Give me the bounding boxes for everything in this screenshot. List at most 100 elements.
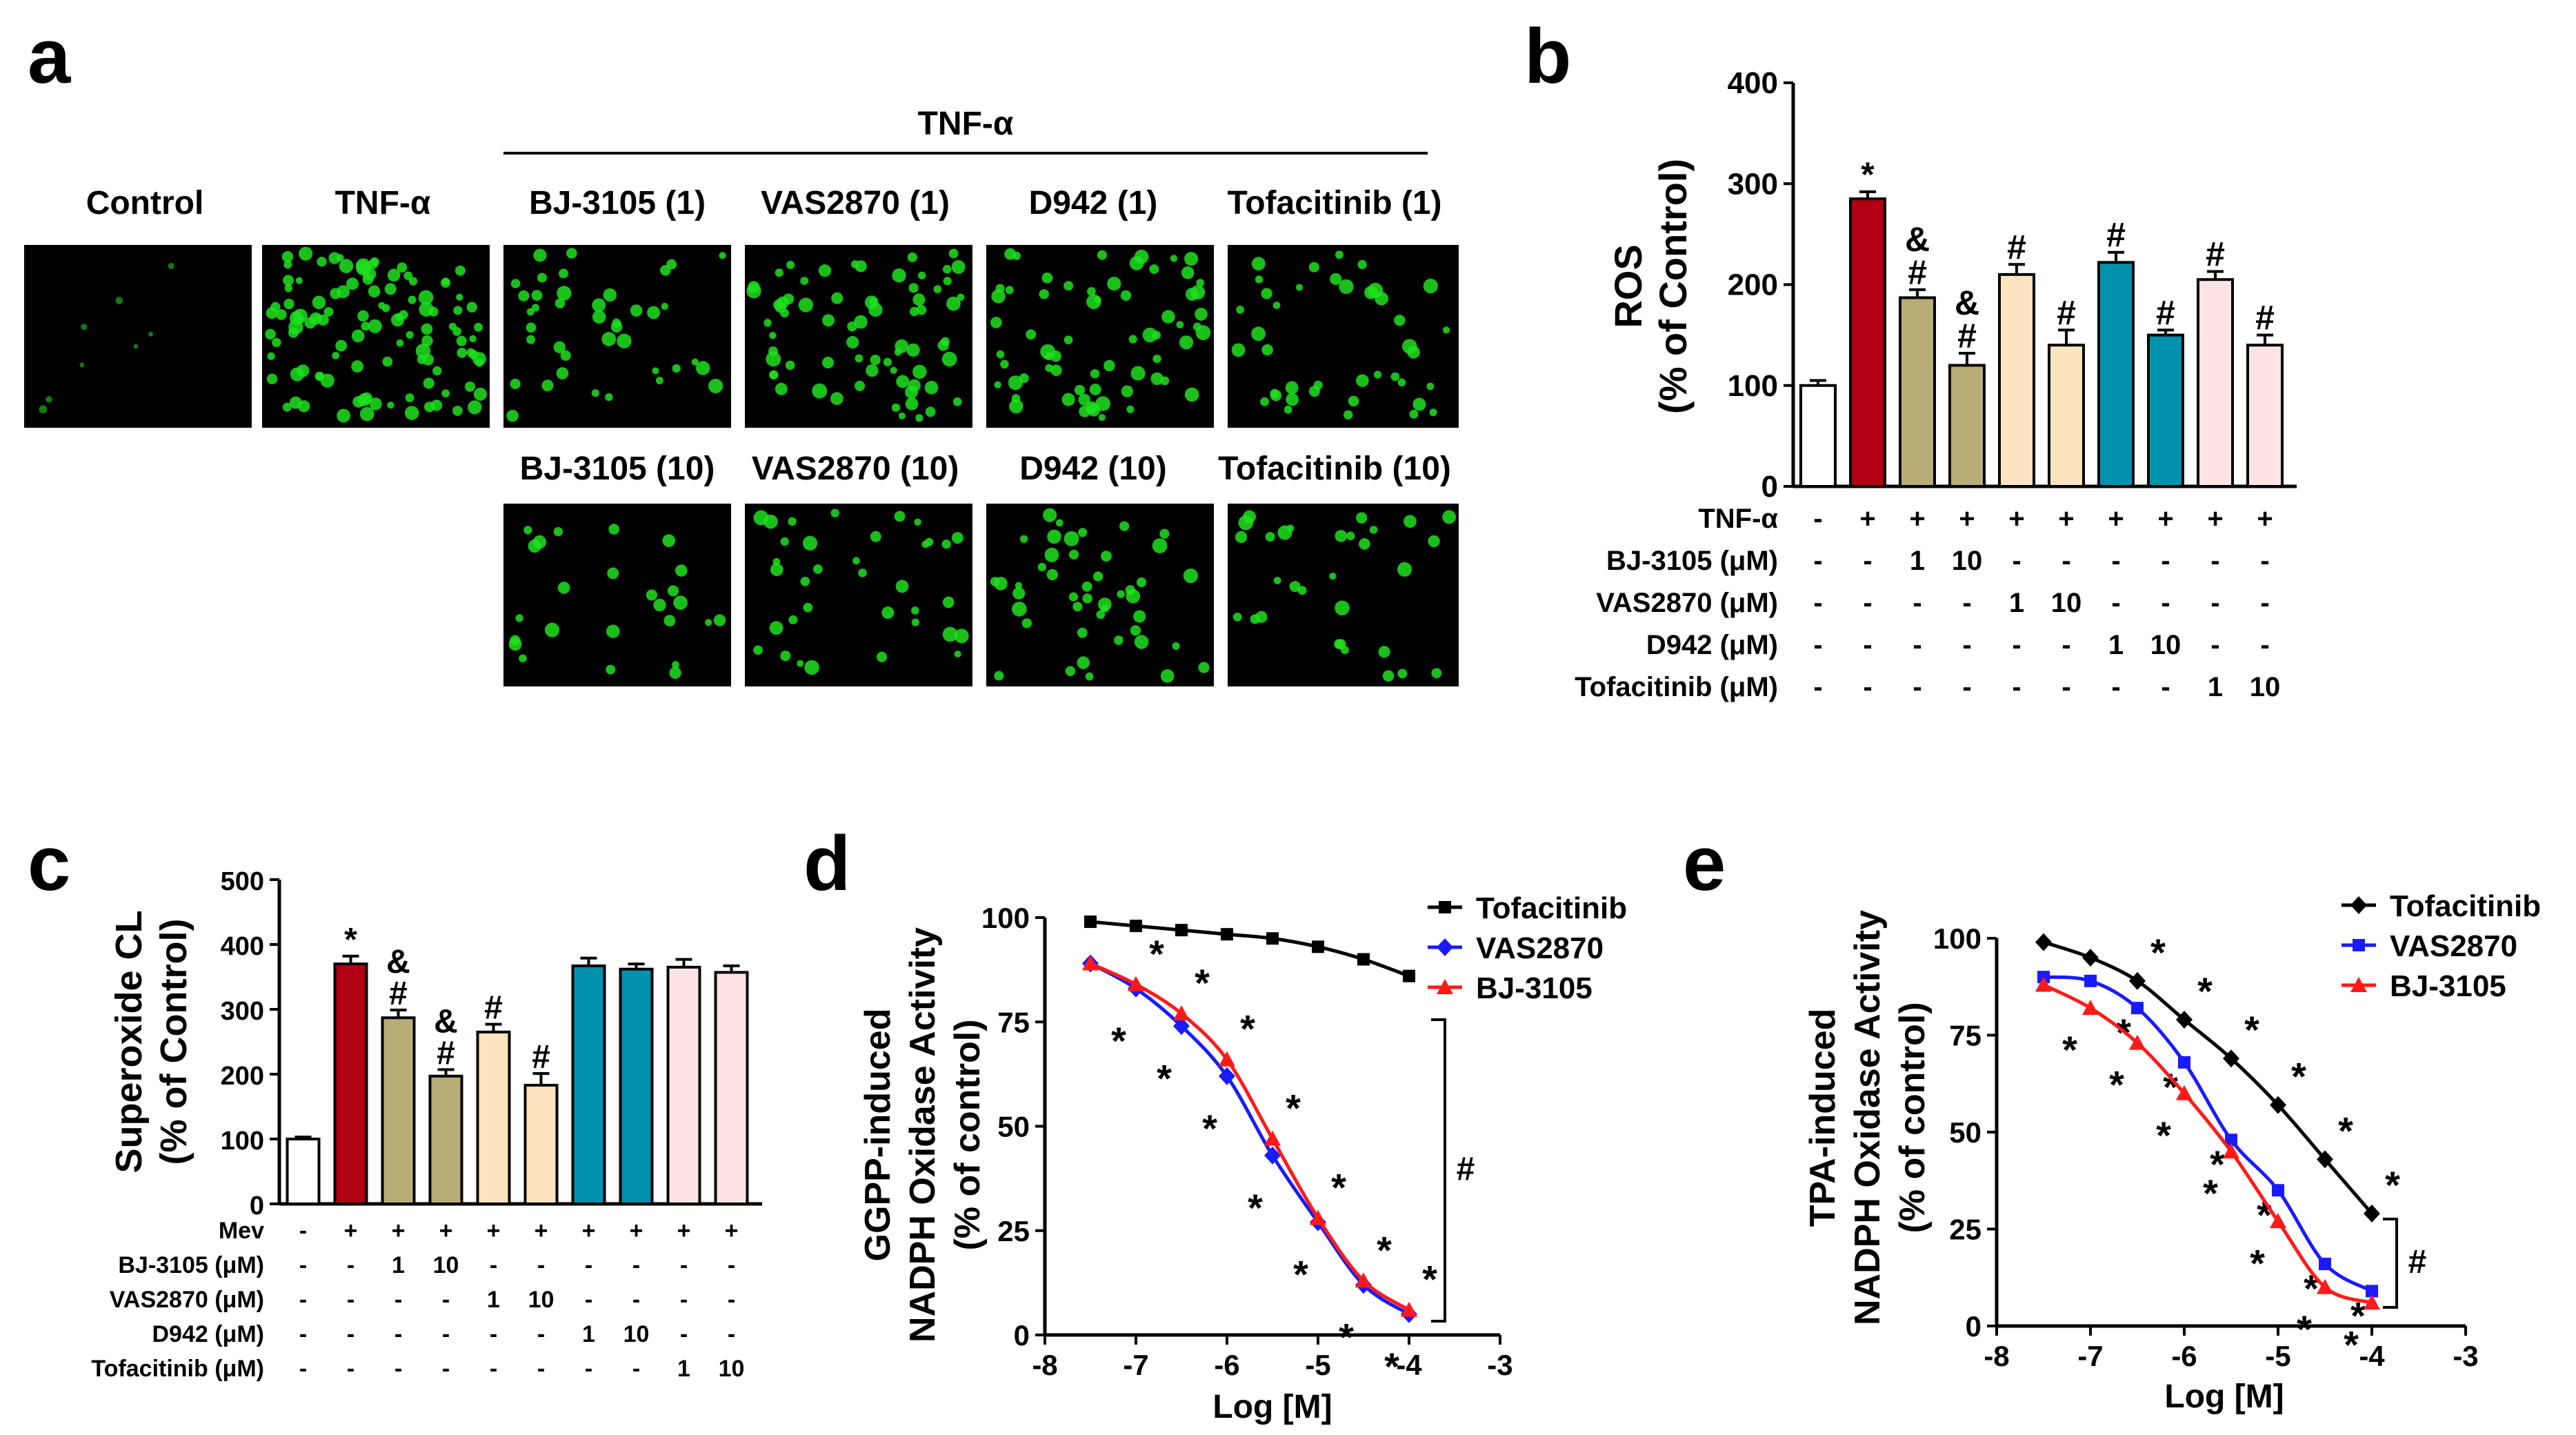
treatment-cell: -: [680, 1287, 688, 1313]
cell-dot: [941, 540, 951, 549]
cell-dot: [788, 517, 797, 526]
treatment-cell: 1: [677, 1356, 690, 1382]
cell-dot: [283, 260, 292, 269]
treatment-cell: -: [1913, 588, 1921, 618]
cell-dot: [908, 283, 919, 293]
cell-dot: [369, 397, 382, 410]
cell-dot: [1335, 250, 1344, 259]
cell-dot: [1195, 308, 1208, 321]
cell-dot: [822, 314, 835, 327]
marker: [1173, 1005, 1190, 1021]
marker: [1437, 938, 1453, 956]
x-tick-label: -5: [2265, 1340, 2290, 1372]
significance-star: *: [2338, 1109, 2353, 1152]
significance-star: *: [2197, 969, 2213, 1013]
marker: [2270, 1096, 2286, 1114]
cell-dot: [1308, 386, 1320, 397]
cell-dot: [894, 511, 906, 522]
y-tick-label: 50: [997, 1111, 1030, 1143]
cell-dot: [1101, 604, 1109, 613]
top-label-d942-1: D942 (1): [1029, 185, 1158, 221]
cell-dot: [283, 298, 294, 310]
treatment-cell: -: [585, 1356, 592, 1382]
bar: [571, 964, 606, 1206]
treatment-cell: -: [2210, 630, 2219, 660]
cell-dot: [662, 534, 676, 547]
treatment-cell: -: [1863, 546, 1872, 576]
treatment-cell: 10: [433, 1252, 459, 1278]
cell-dot: [669, 666, 681, 679]
cell-dot: [1369, 526, 1378, 534]
cell-dot: [948, 248, 959, 259]
cell-dot: [1442, 510, 1457, 524]
cell-dot: [708, 378, 723, 394]
cell-dot: [1397, 669, 1408, 679]
cell-dot: [991, 289, 1006, 304]
x-tick-label: -8: [1984, 1340, 2009, 1372]
bar: [2147, 333, 2184, 488]
x-tick-label: -6: [1214, 1349, 1239, 1381]
cell-dot: [1142, 327, 1158, 343]
cell-dot: [541, 379, 554, 392]
cell-dot: [804, 660, 819, 675]
cell-dot: [846, 336, 859, 349]
x-tick-label: -8: [1032, 1349, 1057, 1381]
cell-dot: [545, 622, 560, 637]
cell-dot: [1136, 577, 1147, 588]
significance-star: *: [2062, 1028, 2077, 1071]
significance-mark: &: [1955, 284, 1979, 322]
cell-dot: [990, 577, 1000, 586]
cell-dot: [466, 301, 477, 313]
cell-dot: [556, 367, 569, 379]
cell-dot: [1176, 321, 1184, 329]
bar: [1998, 273, 2035, 488]
cell-dot: [691, 358, 699, 366]
significance-star: *: [1339, 1315, 1354, 1358]
e-xlabel: Log [M]: [2164, 1378, 2284, 1415]
cell-dot: [531, 290, 543, 301]
cell-dot: [133, 344, 139, 349]
cell-dot: [397, 262, 408, 273]
treatment-cell: 1: [1910, 546, 1925, 576]
treatment-cell: -: [299, 1218, 307, 1244]
cell-dot: [510, 378, 521, 390]
significance-star: *: [1157, 1056, 1172, 1100]
bar: [1849, 197, 1886, 488]
cell-dot: [81, 324, 88, 330]
treatment-cell: 10: [1952, 546, 1983, 576]
cell-dot: [323, 307, 334, 317]
treatment-cell: -: [1813, 672, 1822, 702]
marker: [2272, 1184, 2284, 1197]
cell-dot: [906, 343, 920, 357]
top-label-control: Control: [86, 185, 204, 221]
cell-dot: [1093, 571, 1104, 582]
bottom-label-bj3105-10: BJ-3105 (10): [520, 451, 715, 487]
cell-dot: [469, 335, 477, 343]
significance-mark: #: [1908, 253, 1927, 292]
cell-dot: [925, 537, 934, 546]
cell-dot: [418, 290, 434, 306]
cell-dot: [1179, 335, 1194, 350]
cell-dot: [655, 377, 663, 385]
cell-dot: [890, 366, 897, 374]
cell-dot: [473, 387, 487, 401]
cell-dot: [780, 537, 789, 546]
cell-dot: [769, 370, 779, 379]
cell-dot: [533, 248, 547, 262]
x-tick-label: -5: [1305, 1349, 1330, 1381]
bar: [2097, 261, 2135, 488]
cell-dot: [812, 383, 828, 399]
cell-dot: [667, 585, 679, 597]
significance-star: *: [1240, 1007, 1255, 1051]
treatment-cell: -: [2210, 588, 2219, 618]
cell-dot: [1270, 390, 1282, 402]
significance-mark: #: [2255, 299, 2275, 337]
treatment-cell: -: [632, 1252, 640, 1278]
cell-dot: [606, 664, 616, 675]
significance-mark: #: [2106, 216, 2126, 255]
cell-dot: [46, 396, 52, 403]
cell-dot: [1082, 593, 1092, 604]
treatment-cell: -: [299, 1356, 307, 1382]
cell-dot: [909, 306, 919, 317]
treatment-cell: -: [2260, 630, 2269, 660]
